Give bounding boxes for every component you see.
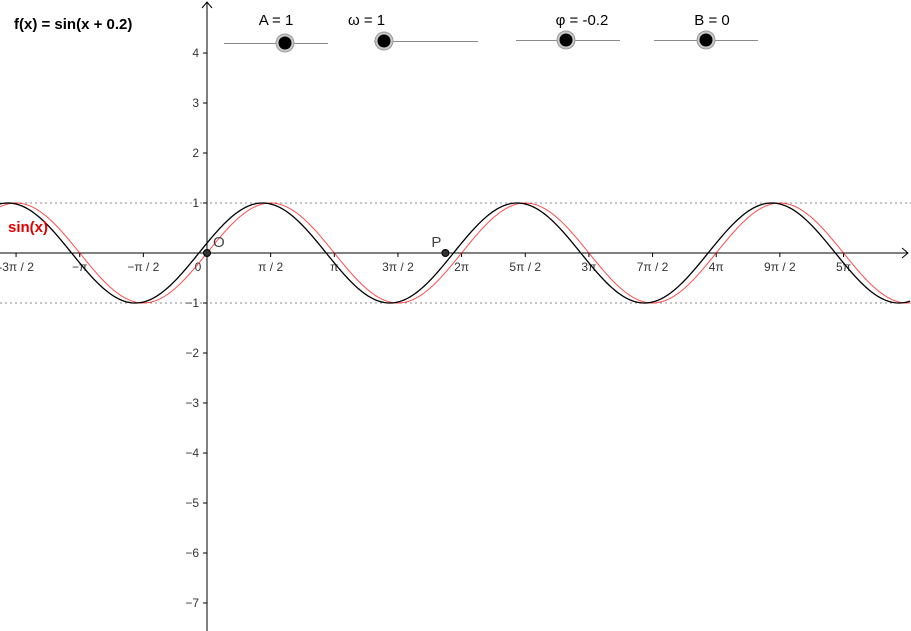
series-sin-label: sin(x) [8, 219, 48, 236]
slider-phi-label: φ = -0.2 [555, 12, 609, 29]
slider-phi-knob[interactable] [559, 33, 573, 47]
y-axis-arrow [201, 1, 213, 9]
series-f-curve [0, 202, 911, 304]
y-tick-label-4: −1 [185, 296, 199, 310]
x-tick-label-8: 5π / 2 [509, 260, 541, 274]
y-tick-label-1: 3 [192, 96, 199, 110]
x-tick-label-6: 3π / 2 [382, 260, 414, 274]
x-tick-label-12: 9π / 2 [764, 260, 796, 274]
slider-omega-label: ω = 1 [348, 12, 386, 29]
slider-a-knob[interactable] [278, 36, 292, 50]
y-tick-label-10: −7 [185, 596, 199, 610]
y-tick-label-0: 4 [192, 46, 199, 60]
point-o[interactable] [203, 249, 211, 257]
y-tick-label-6: −3 [185, 396, 199, 410]
slider-b-label: B = 0 [694, 12, 730, 29]
x-tick-label-11: 4π [709, 260, 724, 274]
y-tick-label-7: −4 [185, 446, 199, 460]
slider-omega[interactable]: ω = 1 [348, 0, 478, 60]
y-tick-label-9: −6 [185, 546, 199, 560]
y-tick-label-2: 2 [192, 146, 199, 160]
x-tick-label-3: 0 [195, 260, 202, 274]
x-tick-label-0: -3π / 2 [0, 260, 34, 274]
function-label: f(x) = sin(x + 0.2) [14, 16, 133, 33]
point-o-label: O [213, 234, 225, 251]
x-tick-label-7: 2π [454, 260, 469, 274]
x-tick-label-2: −π / 2 [127, 260, 159, 274]
slider-a-track[interactable] [224, 43, 328, 44]
slider-omega-track[interactable] [374, 41, 478, 42]
x-tick-label-4: π / 2 [258, 260, 283, 274]
x-tick-label-10: 7π / 2 [637, 260, 669, 274]
slider-b-knob[interactable] [699, 33, 713, 47]
x-tick-label-9: 3π [581, 260, 596, 274]
x-tick-label-5: π [330, 260, 338, 274]
point-p-label: P [431, 234, 441, 251]
y-tick-label-3: 1 [192, 196, 199, 210]
slider-a-label: A = 1 [258, 12, 294, 29]
point-p[interactable] [441, 249, 450, 257]
series-sin-curve [0, 202, 911, 304]
slider-a[interactable]: A = 1 [224, 0, 328, 60]
slider-phi[interactable]: φ = -0.2 [516, 0, 620, 60]
x-tick-label-13: 5π [836, 260, 851, 274]
x-tick-label-1: −π [72, 260, 87, 274]
slider-omega-knob[interactable] [377, 34, 391, 48]
slider-b[interactable]: B = 0 [654, 0, 758, 60]
y-tick-label-5: −2 [185, 346, 199, 360]
x-axis-arrow [901, 247, 909, 259]
y-tick-label-8: −5 [185, 496, 199, 510]
